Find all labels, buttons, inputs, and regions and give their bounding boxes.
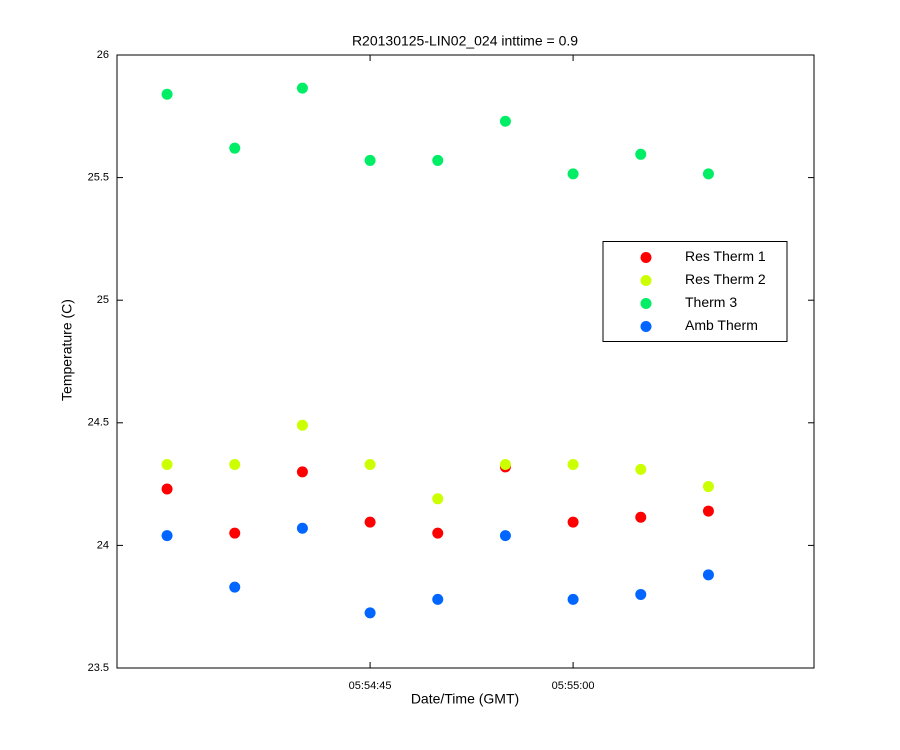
data-point <box>635 511 647 523</box>
x-tick-label: 05:54:45 <box>349 680 392 692</box>
data-point <box>702 569 714 581</box>
x-axis-label: Date/Time (GMT) <box>411 691 519 707</box>
data-point <box>296 419 308 431</box>
data-point <box>432 527 444 539</box>
y-axis-label: Temperature (C) <box>59 299 75 401</box>
data-point <box>296 466 308 478</box>
y-tick-label: 25.5 <box>88 172 109 184</box>
data-point <box>702 505 714 517</box>
data-point <box>161 483 173 495</box>
y-tick-label: 24.5 <box>88 417 109 429</box>
plot-area <box>116 54 815 669</box>
legend-marker <box>640 252 652 263</box>
legend-marker <box>640 298 652 309</box>
data-point <box>229 142 241 154</box>
data-point <box>702 481 714 493</box>
data-point <box>161 88 173 100</box>
chart-title: R20130125-LIN02_024 inttime = 0.9 <box>352 33 578 49</box>
y-tick-label: 24 <box>97 539 109 551</box>
data-point <box>635 463 647 475</box>
data-point <box>499 115 511 127</box>
legend-box <box>602 241 788 342</box>
y-tick-label: 23.5 <box>88 662 109 674</box>
data-point <box>567 516 579 528</box>
data-point <box>161 458 173 470</box>
data-point <box>364 154 376 166</box>
legend-label: Res Therm 1 <box>685 248 766 264</box>
data-point <box>635 588 647 600</box>
data-point <box>364 458 376 470</box>
data-point <box>432 154 444 166</box>
data-point <box>229 458 241 470</box>
data-point <box>567 593 579 605</box>
data-point <box>229 581 241 593</box>
data-point <box>702 168 714 180</box>
data-point <box>499 458 511 470</box>
data-point <box>296 82 308 94</box>
data-point <box>161 530 173 542</box>
data-point <box>567 458 579 470</box>
data-point <box>635 148 647 160</box>
x-tick-label: 05:55:00 <box>552 680 595 692</box>
data-point <box>432 593 444 605</box>
legend-marker <box>640 321 652 332</box>
data-point <box>296 522 308 534</box>
legend-label: Therm 3 <box>685 294 737 310</box>
legend-label: Amb Therm <box>685 317 758 333</box>
data-point <box>364 516 376 528</box>
data-point <box>499 530 511 542</box>
data-point <box>229 527 241 539</box>
data-point <box>364 607 376 619</box>
y-tick-label: 26 <box>97 49 109 61</box>
y-tick-label: 25 <box>97 294 109 306</box>
legend-marker <box>640 275 652 286</box>
legend-label: Res Therm 2 <box>685 271 766 287</box>
data-point <box>567 168 579 180</box>
data-point <box>432 493 444 505</box>
